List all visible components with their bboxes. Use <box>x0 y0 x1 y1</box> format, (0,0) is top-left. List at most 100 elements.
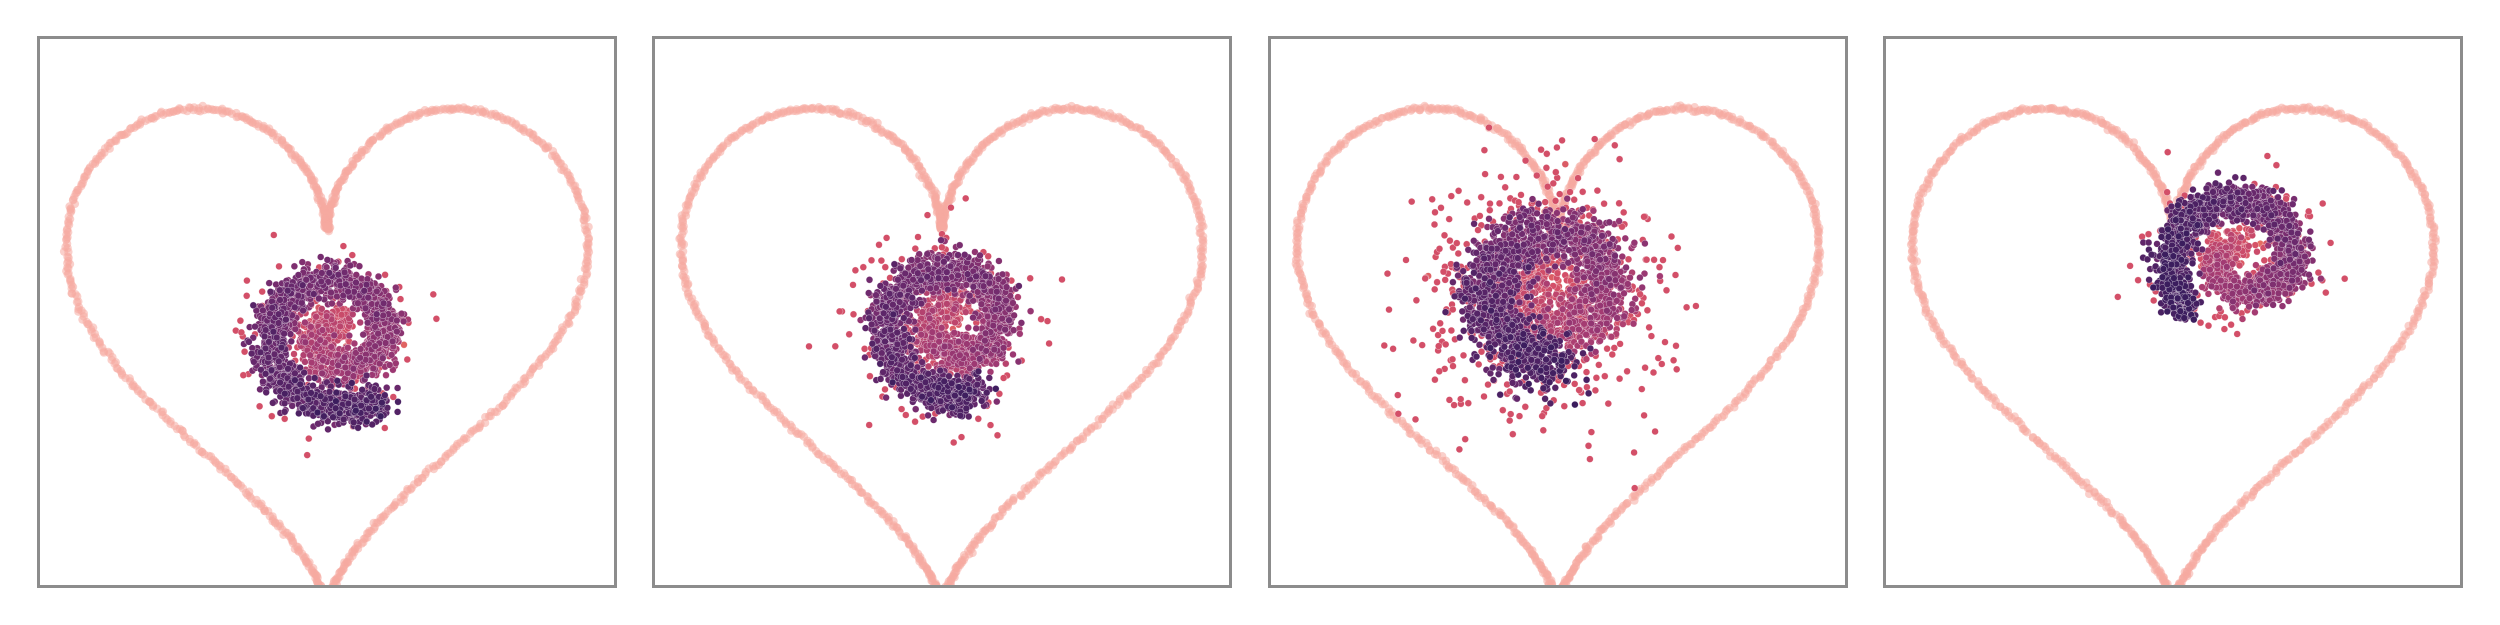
scatter-point <box>373 287 381 296</box>
scatter-point <box>371 323 379 331</box>
boundary-marker <box>1016 490 1026 499</box>
scatter-point <box>392 283 400 292</box>
scatter-point <box>291 369 299 377</box>
scatter-point <box>309 381 317 390</box>
scatter-point <box>277 343 286 352</box>
scatter-point <box>265 338 273 346</box>
scatter-point <box>373 310 381 318</box>
scatter-point <box>350 418 358 426</box>
scatter-point <box>1043 317 1052 325</box>
scatter-point <box>334 351 342 359</box>
scatter-point <box>1014 293 1022 301</box>
scatter-point <box>276 296 284 304</box>
scatter-point <box>993 431 1002 439</box>
scatter-panel-2 <box>652 36 1232 588</box>
scatter-point <box>332 397 340 405</box>
scatter-point <box>298 258 306 266</box>
scatter-point <box>310 290 318 298</box>
scatter-point <box>291 303 299 311</box>
scatter-point <box>304 395 313 404</box>
scatter-point <box>352 407 360 415</box>
scatter-point <box>307 389 315 397</box>
scatter-point <box>923 211 932 219</box>
scatter-point <box>282 315 290 324</box>
scatter-point <box>938 243 946 251</box>
scatter-point <box>329 413 337 421</box>
scatter-point <box>898 255 906 263</box>
scatter-point <box>875 241 883 249</box>
scatter-point <box>332 264 340 272</box>
scatter-point <box>346 261 354 270</box>
scatter-point <box>429 290 437 299</box>
scatter-point <box>358 386 366 394</box>
scatter-point <box>317 253 325 261</box>
scatter-point <box>344 344 352 352</box>
scatter-point <box>344 399 353 408</box>
scatter-point <box>934 301 943 309</box>
boundary-marker <box>328 583 336 585</box>
scatter-point <box>299 404 307 412</box>
scatter-point <box>280 399 289 408</box>
scatter-point <box>928 328 936 336</box>
scatter-point <box>299 306 307 315</box>
scatter-point <box>370 385 379 393</box>
scatter-point <box>357 401 365 410</box>
scatter-point <box>399 317 408 326</box>
scatter-point <box>356 345 365 353</box>
scatter-point <box>392 359 400 367</box>
scatter-panel-1 <box>37 36 617 588</box>
scatter-point <box>284 287 292 295</box>
scatter-point <box>245 338 253 346</box>
scatter-point <box>365 404 373 413</box>
scatter-point <box>259 377 267 386</box>
scatter-point <box>371 342 379 350</box>
scatter-point <box>349 372 358 380</box>
scatter-point <box>295 409 303 418</box>
scatter-point <box>250 358 258 366</box>
scatter-plot-2 <box>675 101 1208 585</box>
scatter-point <box>268 412 276 420</box>
scatter-point <box>354 299 362 307</box>
scatter-point <box>394 398 402 406</box>
scatter-point <box>266 288 275 296</box>
scatter-point <box>367 393 375 401</box>
scatter-point <box>986 368 995 376</box>
scatter-point <box>381 424 389 432</box>
scatter-point <box>314 420 322 428</box>
scatter-point <box>374 272 383 281</box>
scatter-point <box>239 371 247 379</box>
scatter-point <box>372 405 380 413</box>
scatter-point <box>286 330 295 338</box>
scatter-point <box>259 306 267 315</box>
scatter-point <box>359 330 367 339</box>
scatter-point <box>290 350 298 358</box>
scatter-point <box>882 234 891 242</box>
scatter-point <box>386 361 394 369</box>
scatter-point <box>287 337 295 346</box>
scatter-point <box>319 356 327 364</box>
scatter-point <box>296 363 304 372</box>
scatter-point <box>276 378 284 387</box>
scatter-point <box>355 262 364 270</box>
scatter-point <box>285 383 293 391</box>
scatter-point <box>261 370 270 378</box>
scatter-point <box>280 330 288 338</box>
scatter-point <box>334 271 342 279</box>
scatter-point <box>240 348 249 356</box>
scatter-point <box>379 299 388 307</box>
scatter-point <box>362 418 371 426</box>
scatter-point <box>866 372 874 380</box>
scatter-point <box>881 385 889 394</box>
scatter-point <box>243 292 251 300</box>
scatter-point <box>992 360 1000 368</box>
scatter-point <box>334 361 342 369</box>
scatter-point <box>396 295 405 303</box>
scatter-point <box>333 377 341 385</box>
scatter-point <box>962 308 970 316</box>
scatter-point <box>317 277 325 286</box>
scatter-point <box>881 263 889 271</box>
scatter-point <box>330 331 338 339</box>
scatter-point <box>307 331 316 339</box>
scatter-point <box>867 256 876 264</box>
scatter-point <box>324 417 332 425</box>
